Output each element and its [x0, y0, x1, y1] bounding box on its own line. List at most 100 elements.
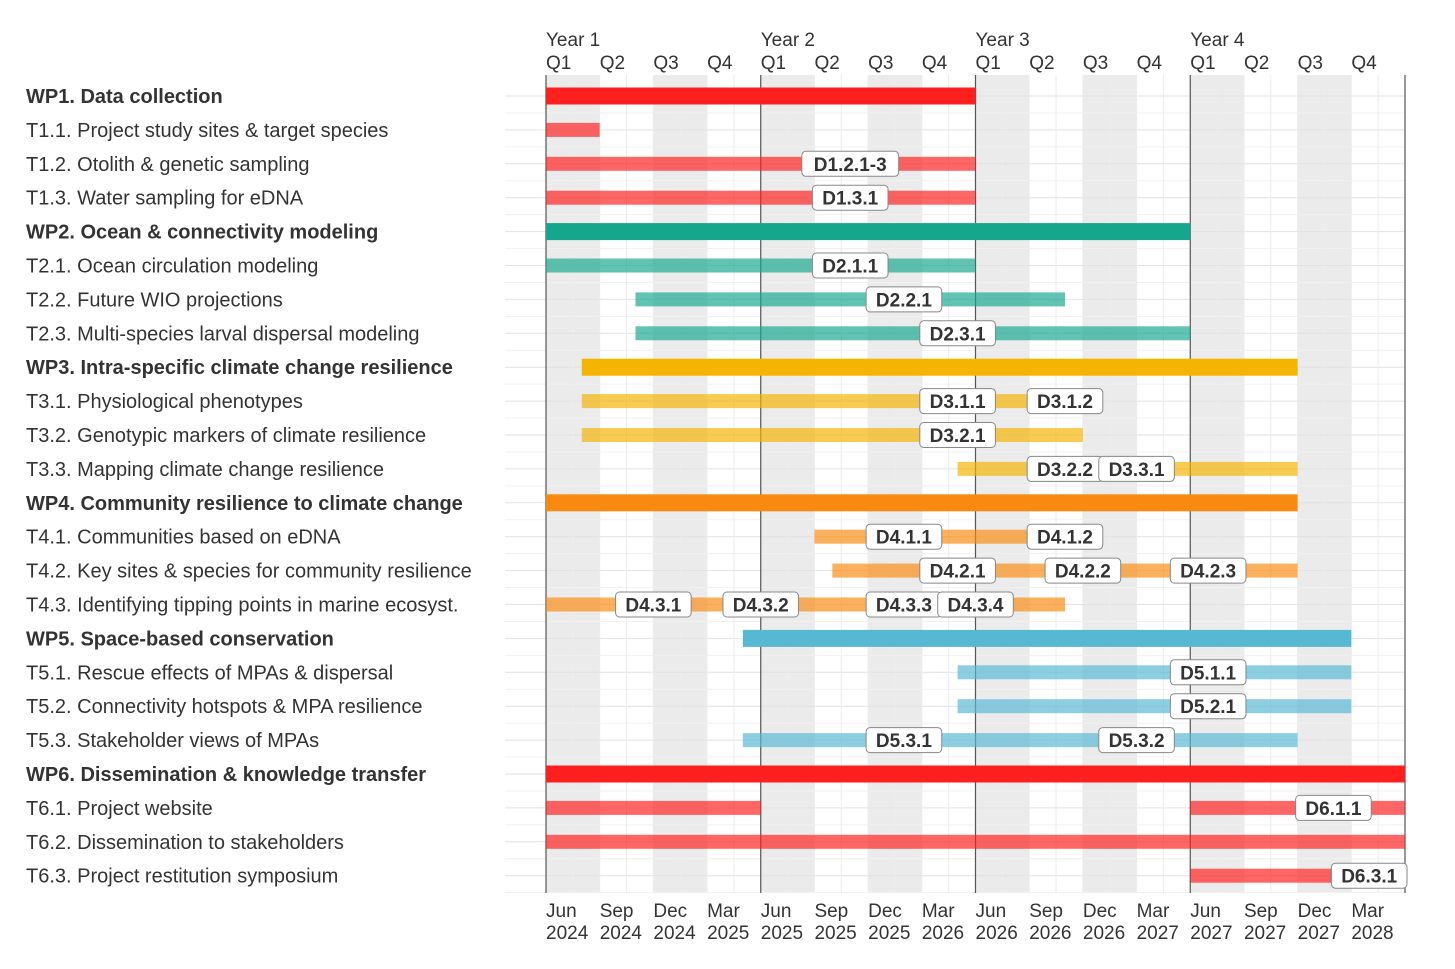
deliverable-label: D6.1.1 — [1305, 799, 1361, 820]
deliverable-label: D2.3.1 — [930, 324, 986, 345]
deliverable-label: D3.2.1 — [930, 426, 986, 447]
quarter-label: Q4 — [1351, 53, 1377, 74]
row-label: WP6. Dissemination & knowledge transfer — [26, 764, 426, 786]
row-label: T4.2. Key sites & species for community … — [26, 561, 472, 583]
task-bar — [581, 428, 1083, 442]
year-label: Year 1 — [546, 30, 600, 51]
x-tick-year: 2024 — [653, 923, 696, 944]
deliverable-box — [1026, 523, 1104, 550]
deliverable-box — [919, 320, 996, 347]
x-tick-month: Sep — [600, 901, 634, 922]
quarter-label: Q2 — [814, 53, 839, 74]
x-tick-month: Jun — [976, 901, 1007, 922]
deliverable-label: D2.1.1 — [822, 257, 878, 278]
quarter-label: Q4 — [1137, 53, 1163, 74]
quarter-label: Q1 — [1190, 53, 1215, 74]
x-tick-month: Jun — [761, 901, 792, 922]
x-tick-month: Dec — [1298, 901, 1332, 922]
row-label: T3.2. Genotypic markers of climate resil… — [26, 425, 426, 447]
deliverable-label: D1.3.1 — [822, 189, 878, 210]
task-bar — [957, 665, 1352, 680]
row-label: T1.3. Water sampling for eDNA — [26, 188, 304, 210]
deliverable-label: D2.2.1 — [876, 290, 932, 311]
row-label: T2.1. Ocean circulation modeling — [26, 256, 318, 278]
quarter-label: Q2 — [1244, 53, 1269, 74]
deliverable-box — [1098, 455, 1175, 482]
deliverable-label: D5.1.1 — [1180, 663, 1236, 684]
x-tick-year: 2025 — [814, 923, 856, 944]
deliverable-label: D1.2.1-3 — [814, 155, 887, 176]
deliverable-label: D3.1.2 — [1037, 392, 1093, 413]
deliverable-label: D5.2.1 — [1180, 697, 1236, 718]
quarter-label: Q4 — [922, 53, 948, 74]
task-bar — [546, 122, 600, 137]
row-label: T5.3. Stakeholder views of MPAs — [26, 730, 319, 752]
x-tick-month: Sep — [1029, 901, 1063, 922]
x-tick-month: Dec — [1083, 901, 1117, 922]
row-label: T6.2. Dissemination to stakeholders — [26, 832, 344, 854]
quarter-label: Q4 — [707, 53, 733, 74]
deliverable-label: D3.2.2 — [1037, 460, 1093, 481]
row-label: WP1. Data collection — [26, 86, 223, 108]
wp-bar — [546, 87, 976, 105]
deliverable-box — [722, 591, 800, 618]
x-tick-year: 2027 — [1190, 923, 1232, 944]
deliverable-box — [919, 422, 996, 448]
x-tick-year: 2027 — [1298, 923, 1340, 944]
x-tick-year: 2027 — [1244, 923, 1286, 944]
x-tick-year: 2028 — [1351, 923, 1393, 944]
x-tick-month: Mar — [707, 901, 740, 922]
deliverable-label: D6.3.1 — [1341, 867, 1397, 888]
deliverable-box — [1044, 557, 1122, 584]
task-bar — [546, 156, 976, 171]
deliverable-label: D3.3.1 — [1109, 460, 1165, 481]
x-tick-month: Dec — [653, 901, 687, 922]
x-tick-month: Sep — [1244, 901, 1278, 922]
deliverable-label: D3.1.1 — [930, 392, 986, 413]
x-tick-year: 2027 — [1137, 923, 1179, 944]
quarter-label: Q3 — [868, 53, 893, 74]
row-label: T5.2. Connectivity hotspots & MPA resili… — [26, 696, 422, 718]
deliverable-label: D4.3.3 — [876, 596, 932, 617]
deliverable-label: D5.3.2 — [1109, 731, 1165, 752]
x-tick-month: Jun — [1190, 901, 1221, 922]
deliverable-box — [1026, 388, 1104, 415]
row-label: T3.1. Physiological phenotypes — [26, 391, 303, 413]
row-label: T6.3. Project restitution symposium — [26, 866, 338, 888]
deliverable-label: D4.2.1 — [930, 562, 986, 583]
quarter-label: Q1 — [761, 53, 786, 74]
quarter-label: Q3 — [653, 53, 678, 74]
quarter-label: Q3 — [1298, 53, 1323, 74]
wp-bar — [546, 765, 1405, 783]
deliverable-box — [615, 591, 692, 618]
deliverable-box — [1098, 727, 1175, 754]
x-tick-month: Mar — [1351, 901, 1384, 922]
task-bar — [546, 258, 976, 273]
deliverable-box — [1330, 862, 1408, 889]
deliverable-box — [1295, 794, 1372, 821]
deliverable-box — [1169, 557, 1247, 584]
x-tick-month: Mar — [1137, 901, 1170, 922]
x-tick-year: 2025 — [761, 923, 803, 944]
row-label: T4.1. Communities based on eDNA — [26, 527, 341, 549]
row-label: T1.1. Project study sites & target speci… — [26, 120, 388, 142]
task-bar — [742, 733, 1298, 748]
quarter-label: Q1 — [546, 53, 571, 74]
deliverable-box — [1169, 693, 1247, 720]
x-tick-month: Mar — [922, 901, 955, 922]
deliverable-label: D4.3.4 — [948, 596, 1004, 617]
row-label: T3.3. Mapping climate change resilience — [26, 459, 384, 481]
year-label: Year 3 — [976, 30, 1030, 51]
year-label: Year 4 — [1190, 30, 1245, 51]
deliverable-label: D4.3.2 — [733, 596, 789, 617]
deliverable-box — [1169, 659, 1247, 686]
x-tick-year: 2026 — [1029, 923, 1071, 944]
deliverable-box — [811, 184, 889, 211]
deliverable-label: D4.2.3 — [1180, 562, 1236, 583]
row-label: T1.2. Otolith & genetic sampling — [26, 154, 309, 176]
wp-bar — [546, 494, 1298, 512]
x-tick-month: Jun — [546, 901, 577, 922]
x-tick-year: 2025 — [707, 923, 749, 944]
x-tick-month: Sep — [814, 901, 848, 922]
deliverable-label: D4.2.2 — [1055, 562, 1111, 583]
